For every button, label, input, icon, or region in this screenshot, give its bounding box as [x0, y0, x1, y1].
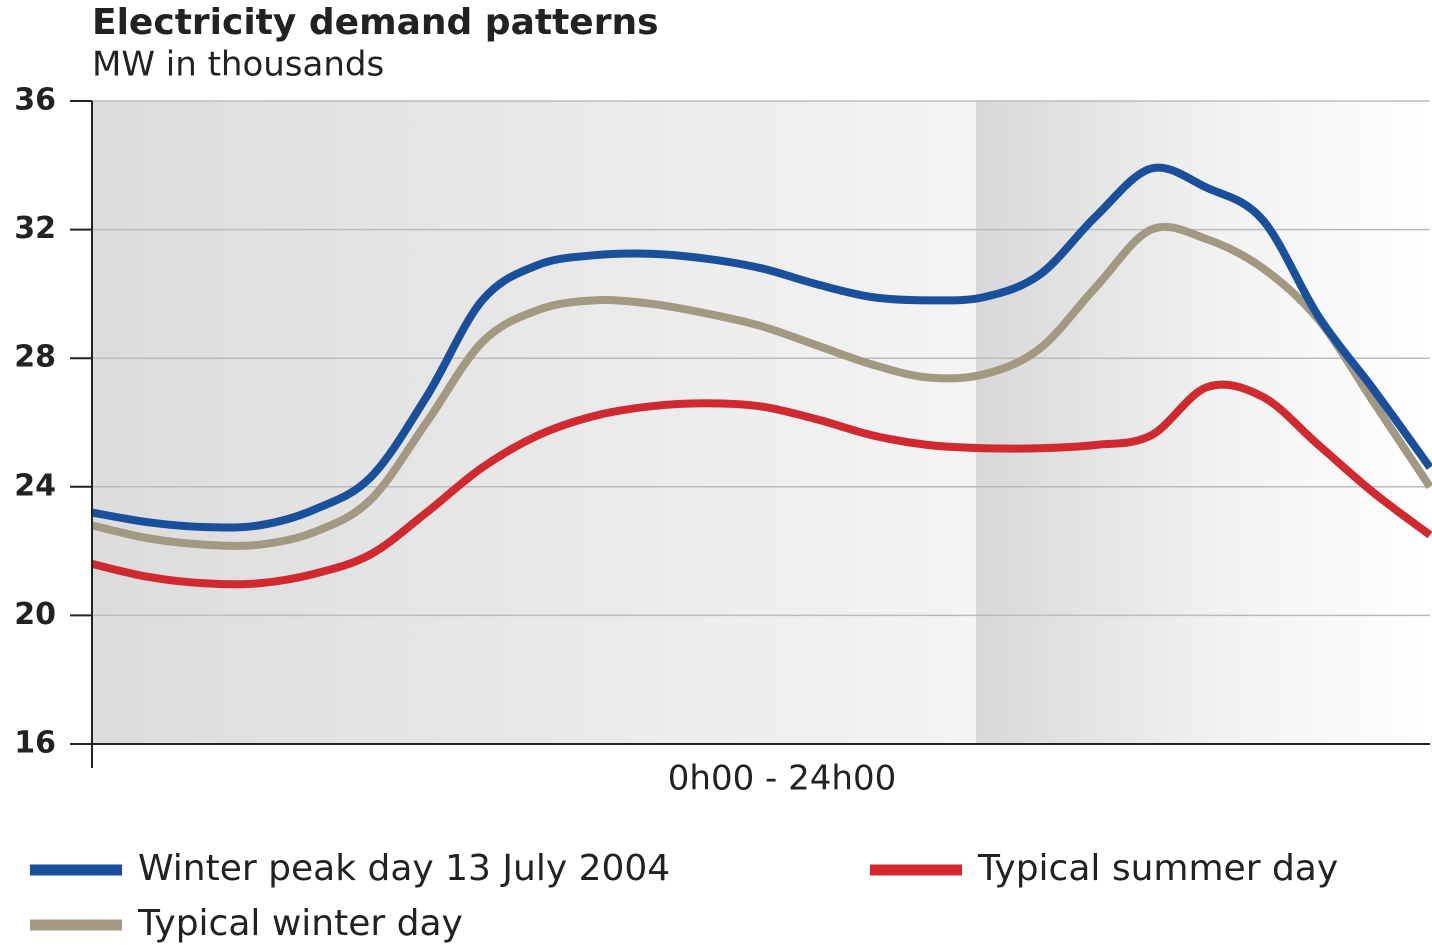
- legend-label: Typical summer day: [977, 848, 1338, 889]
- legend-label: Typical winter day: [137, 903, 463, 944]
- y-tick-label: 32: [14, 211, 56, 246]
- plot-background-shade: [976, 101, 1430, 744]
- chart-title: Electricity demand patterns: [92, 2, 659, 43]
- y-tick-label: 28: [14, 340, 56, 375]
- series-line: [91, 163, 1432, 532]
- y-tick-label: 16: [14, 726, 56, 761]
- plot-background: [92, 101, 976, 744]
- chart-subtitle: MW in thousands: [92, 45, 384, 85]
- series-line: [91, 380, 1432, 589]
- x-axis-label: 0h00 - 24h00: [668, 759, 896, 799]
- y-tick-label: 20: [14, 597, 56, 632]
- y-tick-label: 36: [14, 83, 56, 118]
- series-line: [91, 222, 1432, 550]
- legend-label: Winter peak day 13 July 2004: [138, 848, 670, 889]
- y-tick-label: 24: [14, 468, 56, 503]
